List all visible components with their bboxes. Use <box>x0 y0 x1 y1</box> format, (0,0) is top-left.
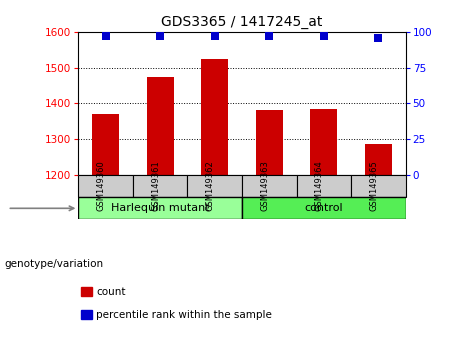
Bar <box>78 197 242 219</box>
Bar <box>296 175 351 197</box>
Bar <box>78 175 133 197</box>
Text: GSM149362: GSM149362 <box>206 161 215 211</box>
Bar <box>147 76 174 175</box>
Bar <box>351 175 406 197</box>
Text: percentile rank within the sample: percentile rank within the sample <box>96 310 272 320</box>
Text: GSM149364: GSM149364 <box>315 161 324 211</box>
Text: GSM149361: GSM149361 <box>151 161 160 211</box>
Bar <box>256 110 283 175</box>
Point <box>266 33 273 39</box>
Point <box>211 33 219 39</box>
Text: genotype/variation: genotype/variation <box>5 259 104 269</box>
Bar <box>242 197 406 219</box>
Point <box>102 33 109 39</box>
Point <box>375 35 382 40</box>
Text: GSM149365: GSM149365 <box>369 161 378 211</box>
Title: GDS3365 / 1417245_at: GDS3365 / 1417245_at <box>161 16 323 29</box>
Text: GSM149360: GSM149360 <box>97 161 106 211</box>
Bar <box>242 175 296 197</box>
Bar <box>188 175 242 197</box>
Bar <box>201 59 228 175</box>
Text: GSM149363: GSM149363 <box>260 160 269 211</box>
Text: Harlequin mutant: Harlequin mutant <box>111 203 209 213</box>
Bar <box>133 175 188 197</box>
Point <box>320 33 327 39</box>
Text: control: control <box>305 203 343 213</box>
Bar <box>92 114 119 175</box>
Text: count: count <box>96 287 125 297</box>
Bar <box>365 144 392 175</box>
Bar <box>310 109 337 175</box>
Point <box>157 33 164 39</box>
